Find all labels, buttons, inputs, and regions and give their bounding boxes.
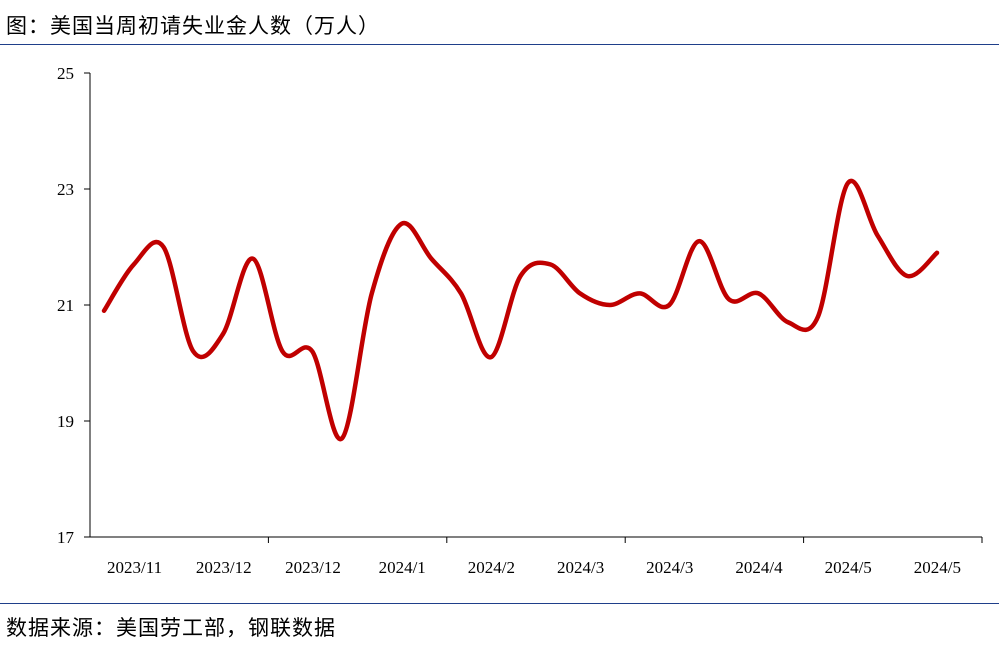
y-axis-ticks: 17 19 21 23 25 — [57, 64, 90, 547]
chart-title: 图：美国当周初请失业金人数（万人） — [6, 14, 380, 38]
x-tick-label: 2023/12 — [285, 558, 341, 577]
y-tick-label: 17 — [57, 528, 75, 547]
x-tick-label: 2024/3 — [557, 558, 604, 577]
y-tick-label: 19 — [57, 412, 74, 431]
y-tick-label: 25 — [57, 64, 74, 83]
x-tick-label: 2023/11 — [107, 558, 162, 577]
chart-axes — [89, 73, 982, 538]
header-divider — [0, 44, 999, 45]
x-tick-label: 2024/5 — [914, 558, 961, 577]
series-line — [101, 178, 940, 442]
y-tick-label: 21 — [57, 296, 74, 315]
x-tick-label: 2023/12 — [196, 558, 252, 577]
x-tick-label: 2024/2 — [468, 558, 515, 577]
y-tick-label: 23 — [57, 180, 74, 199]
data-source-note: 数据来源：美国劳工部，钢联数据 — [6, 616, 336, 640]
x-tick-label: 2024/3 — [646, 558, 693, 577]
footer-divider — [0, 603, 999, 604]
x-tick-label: 2024/4 — [735, 558, 783, 577]
x-axis-ticks: 2023/11 2023/12 2023/12 2024/1 2024/2 2024/3 2… — [107, 537, 983, 577]
x-tick-label: 2024/5 — [825, 558, 872, 577]
x-tick-label: 2024/1 — [379, 558, 426, 577]
series-layer — [101, 178, 940, 442]
